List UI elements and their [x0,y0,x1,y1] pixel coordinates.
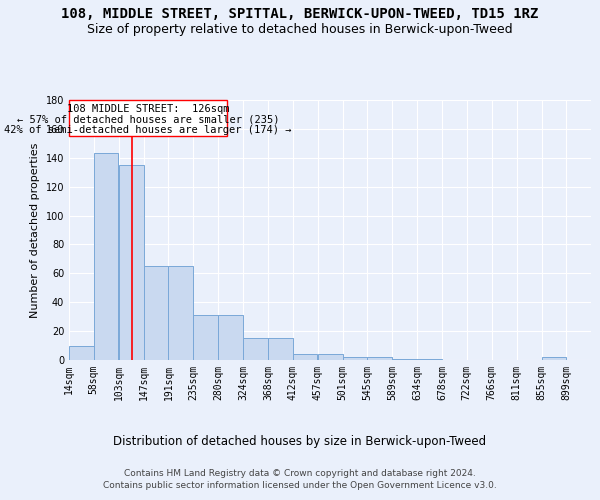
Text: Contains public sector information licensed under the Open Government Licence v3: Contains public sector information licen… [103,481,497,490]
Text: ← 57% of detached houses are smaller (235): ← 57% of detached houses are smaller (23… [17,114,279,124]
Bar [218,315,243,360]
Bar [318,354,343,360]
Bar [243,338,268,360]
Text: Contains HM Land Registry data © Crown copyright and database right 2024.: Contains HM Land Registry data © Crown c… [124,469,476,478]
Text: 108 MIDDLE STREET:  126sqm: 108 MIDDLE STREET: 126sqm [67,104,229,114]
Bar [69,346,94,360]
Bar [94,154,118,360]
Bar [367,357,392,360]
Bar [193,315,218,360]
Bar [392,358,417,360]
Text: Distribution of detached houses by size in Berwick-upon-Tweed: Distribution of detached houses by size … [113,435,487,448]
Bar [293,354,317,360]
Bar [144,266,169,360]
Bar [418,358,442,360]
Bar [343,357,367,360]
Text: Size of property relative to detached houses in Berwick-upon-Tweed: Size of property relative to detached ho… [87,22,513,36]
Bar [169,266,193,360]
FancyBboxPatch shape [69,100,227,136]
Y-axis label: Number of detached properties: Number of detached properties [30,142,40,318]
Text: 108, MIDDLE STREET, SPITTAL, BERWICK-UPON-TWEED, TD15 1RZ: 108, MIDDLE STREET, SPITTAL, BERWICK-UPO… [61,8,539,22]
Bar [119,165,144,360]
Text: 42% of semi-detached houses are larger (174) →: 42% of semi-detached houses are larger (… [4,126,292,136]
Bar [542,357,566,360]
Bar [268,338,293,360]
